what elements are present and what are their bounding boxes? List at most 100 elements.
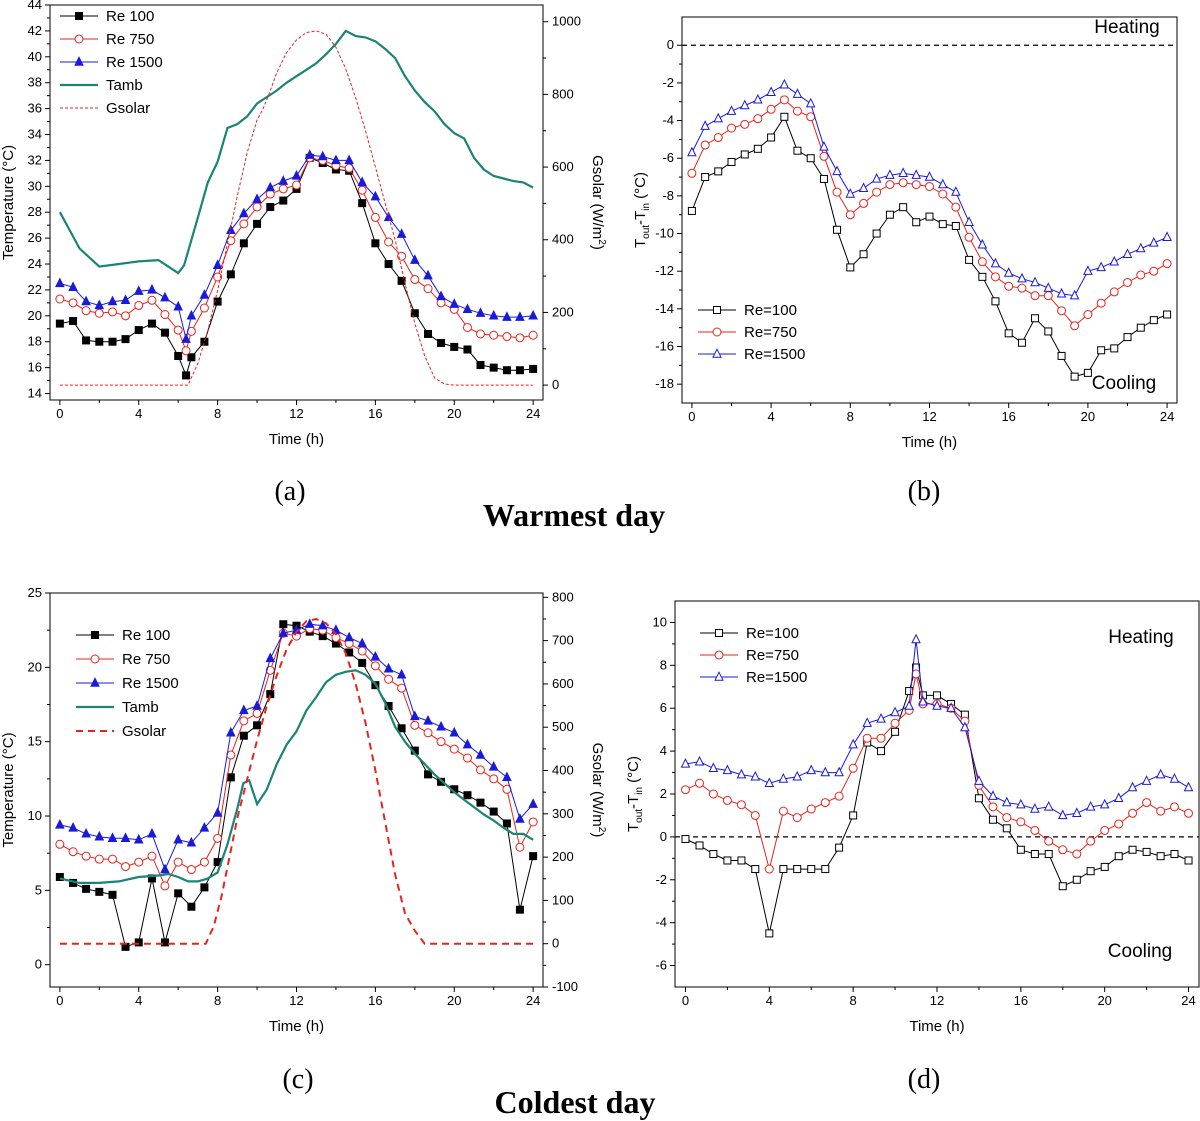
data-point-re750 bbox=[1004, 281, 1014, 291]
y-axis-title-part: (°C) bbox=[625, 756, 642, 787]
data-point-re100 bbox=[1057, 351, 1066, 360]
legend-marker-re1500 bbox=[74, 56, 84, 66]
data-point-re1500 bbox=[199, 821, 210, 832]
y-axis-title-part: in bbox=[641, 203, 652, 211]
data-point-re1500 bbox=[291, 170, 302, 180]
x-tick-label: 8 bbox=[850, 993, 857, 1008]
data-point-re750 bbox=[502, 332, 512, 342]
x-tick-label: 16 bbox=[368, 406, 382, 421]
data-point-re750 bbox=[1128, 808, 1138, 818]
y-tick-label: -18 bbox=[655, 376, 674, 391]
x-tick-label: 0 bbox=[56, 993, 63, 1008]
data-point-re750 bbox=[925, 181, 934, 191]
legend-label-re100: Re 100 bbox=[122, 627, 170, 644]
data-point-re1500 bbox=[160, 291, 170, 302]
data-point-re1500 bbox=[423, 714, 433, 725]
y2-tick-label: 800 bbox=[552, 589, 574, 604]
y2-tick-label: 600 bbox=[552, 159, 574, 174]
legend-marker-re100 bbox=[713, 306, 721, 314]
panel-a: 0 4 8 12 16 20 2414161820222426283032343638404… bbox=[0, 0, 607, 448]
x-tick-label: 4 bbox=[767, 409, 774, 424]
data-point-re100 bbox=[397, 276, 406, 285]
x-tick-label: 20 bbox=[447, 406, 461, 421]
data-point-re100 bbox=[701, 173, 710, 182]
data-point-re100 bbox=[502, 819, 511, 828]
y-axis-title-part: T bbox=[625, 823, 642, 832]
y-tick-label: 26 bbox=[28, 230, 42, 245]
y-axis-title-part: T bbox=[632, 239, 649, 248]
data-point-re1500 bbox=[94, 830, 105, 841]
data-point-re1500 bbox=[278, 627, 289, 637]
data-point-re750 bbox=[1156, 806, 1166, 816]
data-point-re100 bbox=[1072, 875, 1081, 884]
data-point-re750 bbox=[1169, 802, 1179, 812]
data-point-re1500 bbox=[212, 807, 223, 817]
data-point-re1500 bbox=[736, 768, 747, 779]
data-point-re750 bbox=[94, 854, 104, 864]
data-point-re1500 bbox=[133, 833, 144, 844]
data-point-re750 bbox=[1044, 836, 1054, 846]
data-point-re1500 bbox=[107, 295, 118, 306]
legend-marker-re1500 bbox=[712, 348, 722, 358]
data-point-re100 bbox=[709, 850, 718, 859]
data-point-re100 bbox=[160, 938, 169, 947]
data-point-re100 bbox=[723, 856, 732, 865]
data-point-re100 bbox=[767, 133, 776, 142]
data-point-re100 bbox=[753, 144, 762, 153]
y-tick-label: 16 bbox=[28, 360, 42, 375]
data-point-re100 bbox=[714, 167, 723, 176]
data-point-re1500 bbox=[820, 766, 831, 777]
data-point-re100 bbox=[239, 239, 248, 248]
data-point-re750 bbox=[528, 330, 538, 340]
data-point-re1500 bbox=[147, 827, 157, 838]
data-point-re100 bbox=[988, 815, 997, 824]
data-point-re750 bbox=[1030, 291, 1040, 301]
data-point-re750 bbox=[862, 733, 872, 743]
data-point-re1500 bbox=[1069, 289, 1080, 300]
data-point-re1500 bbox=[1096, 261, 1106, 272]
data-point-re100 bbox=[885, 210, 894, 219]
caption-c: (c) bbox=[282, 1064, 313, 1095]
data-point-re750 bbox=[186, 865, 196, 875]
data-point-re100 bbox=[95, 887, 104, 896]
data-point-re100 bbox=[1016, 845, 1025, 854]
data-point-re100 bbox=[424, 329, 433, 338]
data-point-re1500 bbox=[1001, 796, 1012, 807]
data-point-re100 bbox=[253, 721, 262, 730]
caption-a: (a) bbox=[274, 476, 305, 507]
y-tick-label: 0 bbox=[35, 957, 42, 972]
data-point-re100 bbox=[134, 326, 143, 335]
data-point-re100 bbox=[891, 727, 900, 736]
data-point-re1500 bbox=[1083, 265, 1093, 275]
data-point-re1500 bbox=[1017, 272, 1027, 283]
data-point-re100 bbox=[253, 219, 262, 228]
x-tick-label: 4 bbox=[766, 993, 773, 1008]
data-point-re1500 bbox=[832, 165, 842, 176]
data-point-re1500 bbox=[876, 713, 886, 723]
data-point-re1500 bbox=[173, 833, 183, 844]
data-point-re1500 bbox=[1030, 803, 1040, 813]
data-point-re100 bbox=[187, 353, 196, 362]
y2-tick-label: 0 bbox=[552, 936, 559, 951]
legend-label-re1500: Re 1500 bbox=[122, 675, 179, 692]
data-point-re100 bbox=[147, 319, 156, 328]
x-tick-label: 20 bbox=[447, 993, 461, 1008]
data-point-re100 bbox=[476, 798, 485, 807]
data-point-re1500 bbox=[918, 695, 928, 706]
y-axis-title: Temperature (°C) bbox=[0, 732, 17, 847]
x-tick-label: 0 bbox=[688, 409, 695, 424]
y-tick-label: -2 bbox=[662, 75, 674, 90]
data-point-re1500 bbox=[502, 771, 512, 782]
data-point-re750 bbox=[964, 232, 974, 242]
data-point-re100 bbox=[1156, 852, 1165, 861]
data-point-re750 bbox=[489, 330, 499, 340]
data-point-re1500 bbox=[344, 154, 354, 165]
data-point-re1500 bbox=[1099, 798, 1110, 809]
data-point-re750 bbox=[239, 219, 249, 229]
data-point-re100 bbox=[397, 724, 406, 733]
data-point-re100 bbox=[187, 902, 196, 911]
y2-tick-label: 200 bbox=[552, 304, 574, 319]
data-point-re1500 bbox=[160, 863, 170, 874]
